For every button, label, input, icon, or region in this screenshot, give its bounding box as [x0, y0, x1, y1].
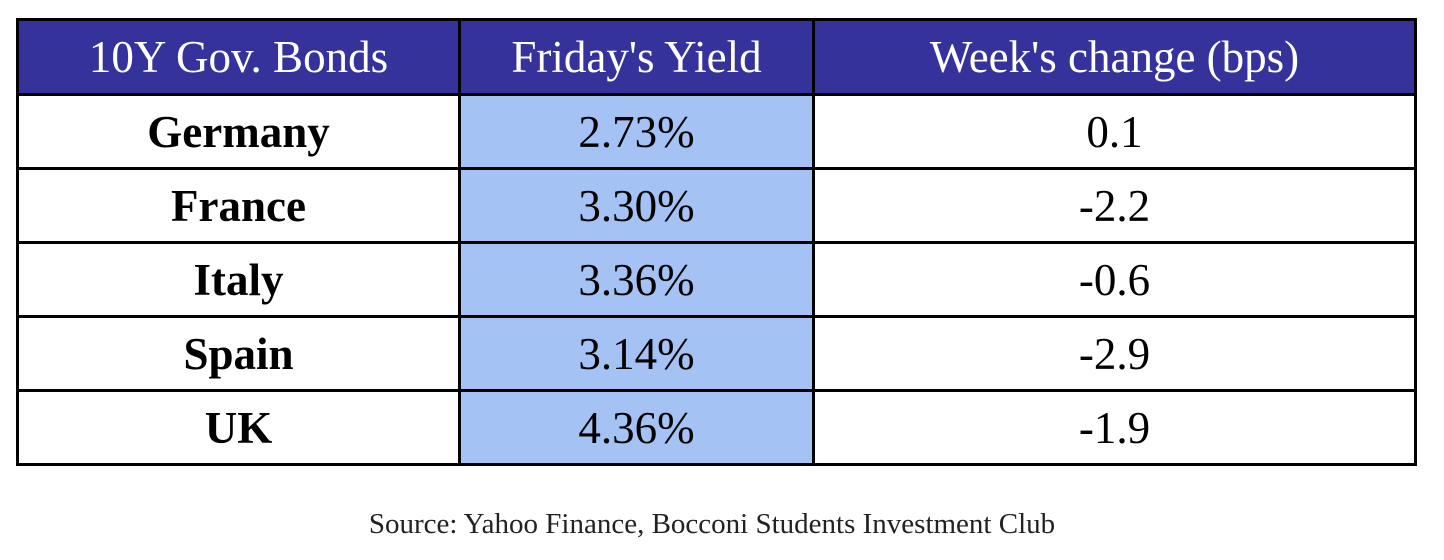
change-cell: -2.9: [812, 315, 1417, 392]
yield-cell: 3.14%: [458, 315, 815, 392]
table-row: Italy 3.36% -0.6: [16, 241, 1417, 318]
table-row: Germany 2.73% 0.1: [16, 93, 1417, 170]
column-header: 10Y Gov. Bonds: [16, 18, 461, 96]
column-header: Friday's Yield: [458, 18, 815, 96]
change-cell: 0.1: [812, 93, 1417, 170]
table-row: UK 4.36% -1.9: [16, 389, 1417, 466]
source-caption: Source: Yahoo Finance, Bocconi Students …: [368, 508, 1056, 540]
country-cell: Germany: [16, 93, 461, 170]
yield-cell: 4.36%: [458, 389, 815, 466]
header-row: 10Y Gov. Bonds Friday's Yield Week's chang…: [16, 18, 1417, 96]
country-cell: Spain: [16, 315, 461, 392]
column-header: Week's change (bps): [812, 18, 1417, 96]
table-row: France 3.30% -2.2: [16, 167, 1417, 244]
change-cell: -1.9: [812, 389, 1417, 466]
change-cell: -0.6: [812, 241, 1417, 318]
country-cell: UK: [16, 389, 461, 466]
bond-table: 10Y Gov. Bonds Friday's Yield Week's chang…: [16, 18, 1417, 466]
country-cell: Italy: [16, 241, 461, 318]
yield-cell: 3.36%: [458, 241, 815, 318]
yield-cell: 3.30%: [458, 167, 815, 244]
country-cell: France: [16, 167, 461, 244]
change-cell: -2.2: [812, 167, 1417, 244]
table-row: Spain 3.14% -2.9: [16, 315, 1417, 392]
yield-cell: 2.73%: [458, 93, 815, 170]
